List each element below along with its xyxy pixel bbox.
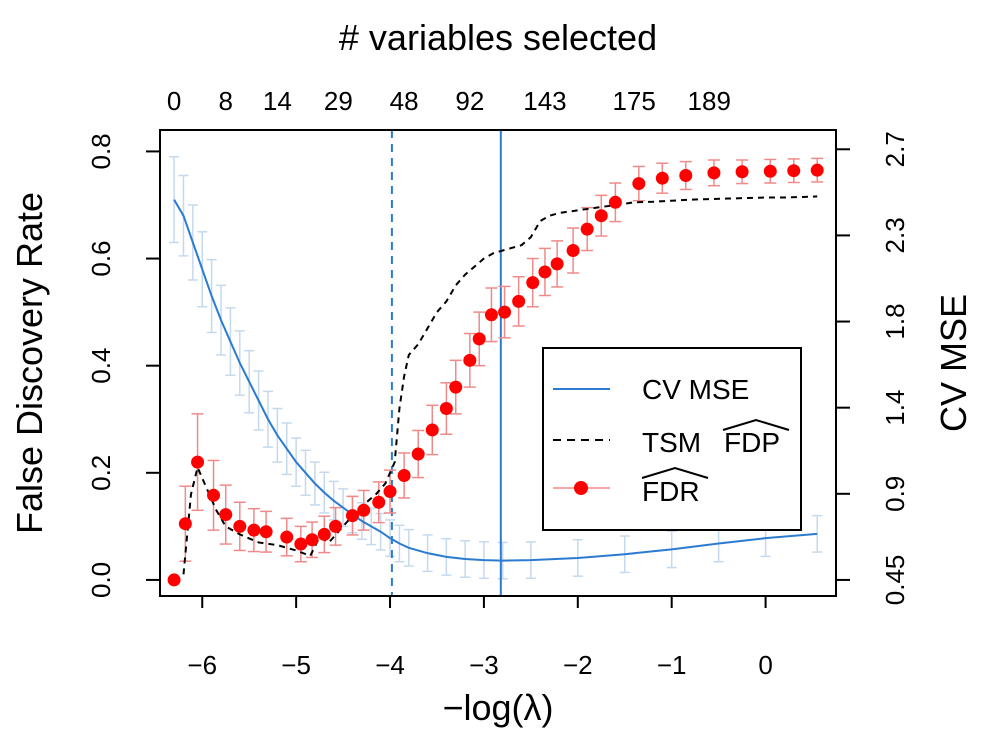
y2-tick-label: 1.4 — [880, 390, 910, 426]
fdr-point — [449, 380, 463, 394]
fdr-point — [679, 169, 693, 183]
x-tick-label: −3 — [469, 650, 499, 680]
fdr-point — [655, 171, 669, 185]
fdr-point — [550, 257, 564, 271]
fdr-point — [280, 530, 294, 544]
fdr-point — [463, 353, 477, 367]
top-tick-label: 8 — [218, 86, 232, 116]
fdr-point — [526, 276, 540, 290]
fdr-point — [594, 209, 608, 223]
y2-tick-label: 1.8 — [880, 303, 910, 339]
top-tick-label: 14 — [263, 86, 292, 116]
top-tick-label: 92 — [455, 86, 484, 116]
y2-tick-label: 0.45 — [880, 555, 910, 606]
fdr-point — [735, 165, 749, 179]
fdr-point — [538, 265, 552, 279]
fdr-point — [425, 423, 439, 437]
fdr-point — [219, 508, 233, 522]
fdr-point — [329, 519, 343, 533]
top-tick-label: 48 — [390, 86, 419, 116]
legend: CV MSE TSM FDP FDR — [542, 347, 802, 531]
fdr-point — [566, 244, 580, 258]
y2-tick-label: 2.7 — [880, 131, 910, 167]
y2-axis-title: CV MSE — [933, 294, 974, 432]
y-tick-label: 0.4 — [86, 348, 116, 384]
fdr-point — [580, 222, 594, 236]
fdr-point — [484, 308, 498, 322]
y-axis: 0.0 0.2 0.4 0.6 0.8 — [86, 133, 160, 598]
x-tick-label: −2 — [563, 650, 593, 680]
y2-axis: 0.45 0.9 1.4 1.8 2.3 2.7 — [836, 131, 910, 605]
fdr-point — [397, 468, 411, 482]
cv-mse-line — [173, 199, 818, 562]
legend-fdr-hat — [641, 466, 709, 479]
fdr-point — [178, 517, 192, 531]
y-tick-label: 0.6 — [86, 240, 116, 276]
fdr-point — [294, 537, 308, 551]
fdr-point — [345, 509, 359, 523]
legend-label-fdr: FDR — [642, 476, 700, 507]
fdr-point — [810, 163, 824, 177]
legend-fdp-hat — [722, 418, 790, 431]
plot-frame — [159, 129, 837, 597]
x-tick-label: 0 — [758, 650, 772, 680]
fdr-point — [439, 402, 453, 416]
y-tick-label: 0.8 — [86, 133, 116, 169]
fdr-point — [472, 332, 486, 346]
fdr-point — [305, 533, 319, 547]
fdr-point — [383, 485, 397, 499]
top-tick-label: 175 — [612, 86, 655, 116]
x-tick-label: −1 — [657, 650, 687, 680]
top-tick-label: 189 — [688, 86, 731, 116]
fdr-point — [191, 455, 205, 469]
fdr-point — [207, 488, 221, 502]
x-tick-label: −6 — [187, 650, 217, 680]
x-tick-label: −4 — [375, 650, 405, 680]
legend-swatch-fdr-point — [574, 481, 588, 495]
y2-tick-label: 0.9 — [880, 476, 910, 512]
fdr-point — [259, 525, 273, 539]
legend-label-fdp: FDP — [724, 427, 780, 458]
fdr-point — [632, 177, 646, 191]
fdr-point — [167, 573, 181, 587]
y-tick-label: 0.2 — [86, 455, 116, 491]
top-axis: 0 8 14 29 48 92 143 175 189 — [167, 86, 731, 116]
plot-layer — [167, 130, 824, 596]
y-tick-label: 0.0 — [86, 562, 116, 598]
x-axis-title: −log(λ) — [442, 687, 553, 728]
tsm-fdp-line — [173, 195, 818, 581]
top-tick-label: 0 — [167, 86, 181, 116]
fdr-point — [411, 447, 425, 461]
y2-tick-label: 2.3 — [880, 217, 910, 253]
legend-label-tsm: TSM — [642, 427, 701, 458]
fdr-point — [372, 495, 386, 509]
fdr-point — [608, 195, 622, 209]
fdr-point — [233, 519, 247, 533]
top-tick-label: 143 — [523, 86, 566, 116]
fdr-point — [317, 527, 331, 541]
legend-label-cv-mse: CV MSE — [642, 374, 749, 405]
fdr-point — [763, 164, 777, 178]
fdr-point — [512, 294, 526, 308]
fdr-point — [357, 503, 371, 517]
fdr-point — [247, 523, 261, 537]
fdr-point — [787, 164, 801, 178]
x-axis: −6 −5 −4 −3 −2 −1 0 — [187, 596, 773, 680]
fdr-point — [498, 305, 512, 319]
y-axis-title: False Discovery Rate — [9, 192, 50, 534]
x-tick-label: −5 — [281, 650, 311, 680]
top-tick-label: 29 — [324, 86, 353, 116]
fdr-point — [707, 166, 721, 180]
top-axis-title: # variables selected — [339, 17, 657, 58]
